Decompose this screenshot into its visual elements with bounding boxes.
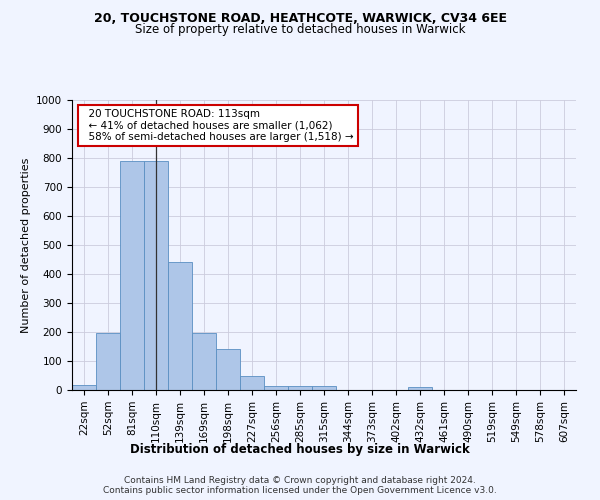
Y-axis label: Number of detached properties: Number of detached properties — [20, 158, 31, 332]
Bar — [264, 386, 288, 390]
Bar — [216, 350, 240, 390]
Bar — [72, 385, 96, 390]
Bar — [168, 262, 192, 390]
Bar — [144, 161, 168, 390]
Text: Size of property relative to detached houses in Warwick: Size of property relative to detached ho… — [135, 22, 465, 36]
Bar — [312, 386, 336, 390]
Bar — [96, 333, 120, 390]
Bar — [288, 386, 312, 390]
Bar — [408, 387, 432, 390]
Text: Contains HM Land Registry data © Crown copyright and database right 2024.
Contai: Contains HM Land Registry data © Crown c… — [103, 476, 497, 495]
Bar — [240, 376, 264, 390]
Bar — [192, 333, 216, 390]
Text: 20, TOUCHSTONE ROAD, HEATHCOTE, WARWICK, CV34 6EE: 20, TOUCHSTONE ROAD, HEATHCOTE, WARWICK,… — [94, 12, 506, 26]
Bar — [120, 161, 144, 390]
Text: 20 TOUCHSTONE ROAD: 113sqm
  ← 41% of detached houses are smaller (1,062)
  58% : 20 TOUCHSTONE ROAD: 113sqm ← 41% of deta… — [82, 108, 354, 142]
Text: Distribution of detached houses by size in Warwick: Distribution of detached houses by size … — [130, 442, 470, 456]
